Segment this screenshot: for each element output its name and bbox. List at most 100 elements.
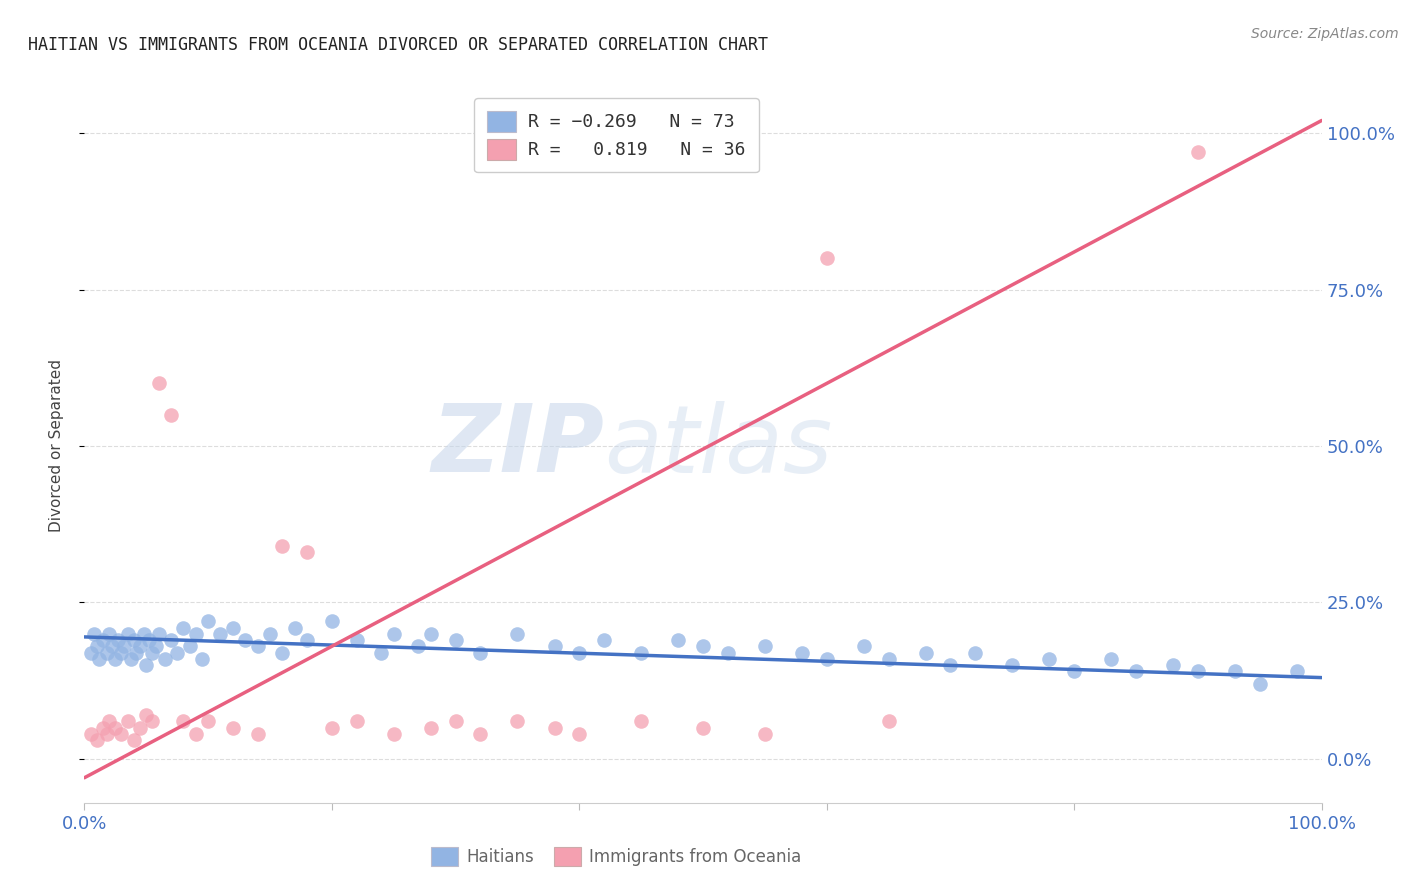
- Point: [346, 633, 368, 648]
- Point: [419, 721, 441, 735]
- Point: [86, 640, 108, 654]
- Point: [717, 646, 740, 660]
- Point: [877, 714, 900, 729]
- Point: [246, 727, 269, 741]
- Point: [1125, 665, 1147, 679]
- Point: [86, 733, 108, 747]
- Point: [692, 721, 714, 735]
- Point: [470, 727, 492, 741]
- Point: [141, 646, 163, 660]
- Point: [1161, 658, 1184, 673]
- Point: [132, 627, 155, 641]
- Point: [568, 646, 591, 660]
- Point: [593, 633, 616, 648]
- Point: [209, 627, 232, 641]
- Point: [197, 614, 219, 628]
- Point: [222, 621, 245, 635]
- Point: [104, 721, 127, 735]
- Point: [1038, 652, 1060, 666]
- Point: [470, 646, 492, 660]
- Point: [129, 721, 152, 735]
- Point: [184, 727, 207, 741]
- Point: [444, 633, 467, 648]
- Point: [135, 708, 157, 723]
- Point: [1001, 658, 1024, 673]
- Point: [271, 539, 294, 553]
- Legend: Haitians, Immigrants from Oceania: Haitians, Immigrants from Oceania: [425, 840, 808, 873]
- Point: [184, 627, 207, 641]
- Point: [815, 652, 838, 666]
- Point: [117, 714, 139, 729]
- Point: [89, 652, 111, 666]
- Text: ZIP: ZIP: [432, 400, 605, 492]
- Point: [346, 714, 368, 729]
- Point: [122, 633, 145, 648]
- Point: [91, 721, 114, 735]
- Point: [107, 633, 129, 648]
- Point: [148, 627, 170, 641]
- Point: [117, 627, 139, 641]
- Point: [79, 646, 101, 660]
- Point: [91, 633, 114, 648]
- Point: [370, 646, 392, 660]
- Point: [630, 714, 652, 729]
- Point: [543, 640, 565, 654]
- Point: [692, 640, 714, 654]
- Point: [754, 727, 776, 741]
- Point: [914, 646, 936, 660]
- Point: [191, 652, 214, 666]
- Point: [120, 652, 142, 666]
- Point: [153, 652, 176, 666]
- Point: [321, 614, 343, 628]
- Point: [754, 640, 776, 654]
- Point: [145, 640, 167, 654]
- Point: [1187, 665, 1209, 679]
- Point: [666, 633, 689, 648]
- Point: [419, 627, 441, 641]
- Point: [129, 640, 152, 654]
- Point: [852, 640, 875, 654]
- Point: [138, 633, 160, 648]
- Point: [246, 640, 269, 654]
- Point: [295, 633, 318, 648]
- Point: [100, 640, 122, 654]
- Point: [197, 714, 219, 729]
- Point: [1285, 665, 1308, 679]
- Point: [222, 721, 245, 735]
- Point: [877, 652, 900, 666]
- Point: [939, 658, 962, 673]
- Point: [543, 721, 565, 735]
- Point: [815, 251, 838, 265]
- Point: [172, 714, 194, 729]
- Text: HAITIAN VS IMMIGRANTS FROM OCEANIA DIVORCED OR SEPARATED CORRELATION CHART: HAITIAN VS IMMIGRANTS FROM OCEANIA DIVOR…: [28, 36, 768, 54]
- Point: [122, 733, 145, 747]
- Point: [965, 646, 987, 660]
- Point: [1099, 652, 1122, 666]
- Point: [160, 408, 183, 422]
- Point: [166, 646, 188, 660]
- Text: atlas: atlas: [605, 401, 832, 491]
- Point: [141, 714, 163, 729]
- Point: [135, 658, 157, 673]
- Point: [1063, 665, 1085, 679]
- Point: [506, 714, 529, 729]
- Point: [179, 640, 201, 654]
- Point: [271, 646, 294, 660]
- Point: [125, 646, 148, 660]
- Point: [96, 727, 118, 741]
- Point: [83, 627, 105, 641]
- Point: [630, 646, 652, 660]
- Point: [444, 714, 467, 729]
- Point: [160, 633, 183, 648]
- Point: [233, 633, 256, 648]
- Point: [408, 640, 430, 654]
- Point: [148, 376, 170, 391]
- Point: [96, 646, 118, 660]
- Point: [382, 727, 405, 741]
- Point: [110, 646, 132, 660]
- Point: [98, 627, 121, 641]
- Point: [79, 727, 101, 741]
- Point: [112, 640, 135, 654]
- Point: [1187, 145, 1209, 159]
- Point: [104, 652, 127, 666]
